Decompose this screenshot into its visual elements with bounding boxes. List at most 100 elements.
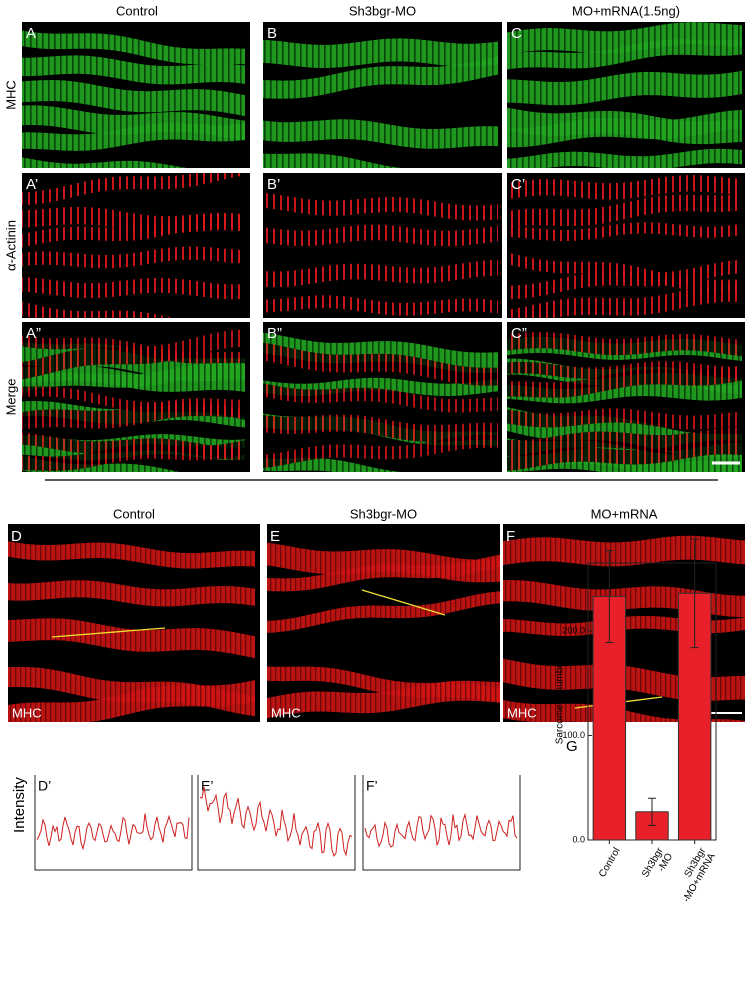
fiber — [507, 259, 742, 300]
panel-label: B” — [267, 325, 282, 342]
fiber — [22, 329, 245, 380]
fiber — [507, 22, 742, 55]
fiber — [507, 331, 742, 357]
stain-label: MHC — [271, 705, 301, 720]
fiber — [22, 301, 174, 318]
y-axis-label: Sarcomere number — [555, 658, 566, 744]
fiber — [507, 175, 742, 200]
fiber — [22, 214, 245, 248]
panel-label: C” — [511, 325, 527, 342]
profile-line — [51, 627, 166, 638]
profile-frame — [34, 775, 193, 871]
profile-y-label: Intensity — [11, 777, 28, 833]
panel-label: E — [270, 528, 280, 545]
fiber — [22, 79, 245, 117]
y-tick-label: 200.0 — [562, 625, 585, 635]
fiber — [22, 398, 245, 430]
panel-label: A” — [26, 325, 41, 342]
fiber — [507, 440, 742, 471]
fiber — [507, 38, 742, 70]
fiber — [267, 591, 500, 633]
micrograph — [267, 524, 500, 722]
panel-label: D — [11, 528, 22, 545]
fiber — [263, 153, 403, 168]
panel-label: B — [267, 25, 277, 42]
micrograph — [22, 22, 250, 168]
column-header: Control — [116, 3, 158, 18]
fiber — [22, 246, 245, 269]
fiber — [263, 259, 498, 288]
fiber — [507, 222, 742, 242]
micrograph — [507, 22, 745, 168]
fiber — [22, 276, 245, 300]
error-bar — [648, 797, 656, 826]
fiber — [22, 55, 245, 85]
fiber — [8, 680, 255, 722]
error-bar — [605, 549, 614, 643]
fiber — [263, 434, 498, 469]
column-header: Control — [113, 506, 155, 521]
fiber — [263, 119, 498, 149]
fiber — [507, 148, 742, 168]
fiber — [263, 414, 498, 443]
fiber — [503, 535, 745, 567]
y-tick-label: 100.0 — [562, 730, 585, 740]
fiber — [263, 38, 498, 68]
fiber — [267, 680, 500, 719]
fiber — [263, 56, 498, 99]
micrograph — [263, 322, 502, 472]
profile-trace — [199, 786, 353, 857]
fiber — [263, 342, 498, 386]
fiber — [263, 224, 498, 247]
fiber — [507, 109, 742, 148]
micrograph — [263, 22, 502, 168]
fiber — [263, 192, 498, 221]
stain-label: MHC — [507, 705, 537, 720]
fiber — [22, 157, 187, 168]
fiber — [507, 408, 742, 430]
row-label: MHC — [3, 80, 18, 110]
fiber — [8, 580, 255, 607]
profile-frame — [197, 775, 356, 871]
fiber — [507, 193, 742, 228]
fiber — [8, 618, 255, 659]
fiber — [22, 30, 245, 65]
micrograph — [507, 173, 745, 318]
profile-trace — [36, 813, 190, 851]
profile-trace — [364, 812, 518, 848]
fiber — [507, 284, 742, 318]
column-header: Sh3bgr-MO — [349, 3, 416, 18]
stain-label: MHC — [12, 705, 42, 720]
fiber — [8, 541, 255, 569]
micrograph — [22, 322, 250, 472]
panel-label: B’ — [267, 176, 280, 193]
fiber — [22, 122, 245, 151]
row-label: α-Actinin — [3, 220, 18, 271]
fiber — [267, 554, 500, 592]
column-header: Sh3bgr-MO — [350, 506, 417, 521]
fiber — [22, 173, 245, 206]
profile-line — [361, 589, 446, 616]
panel-label: C’ — [511, 176, 525, 193]
micrograph — [8, 524, 260, 722]
panel-label: A — [26, 25, 36, 42]
column-header: MO+mRNA — [591, 506, 658, 521]
fiber — [507, 365, 742, 398]
micrograph — [507, 322, 745, 472]
error-bar — [690, 538, 699, 649]
fiber — [263, 295, 498, 316]
fiber — [507, 381, 742, 404]
fiber — [22, 440, 245, 471]
fiber — [22, 363, 245, 393]
panel-label: C — [511, 25, 522, 42]
y-tick-label: 0.0 — [572, 834, 585, 844]
profile-label: F’ — [366, 778, 378, 794]
profile-frame — [362, 775, 521, 871]
panel-label: A’ — [26, 176, 38, 193]
micrograph — [22, 173, 250, 318]
fiber — [507, 70, 742, 106]
micrograph — [263, 173, 502, 318]
row-label: Merge — [3, 379, 18, 416]
